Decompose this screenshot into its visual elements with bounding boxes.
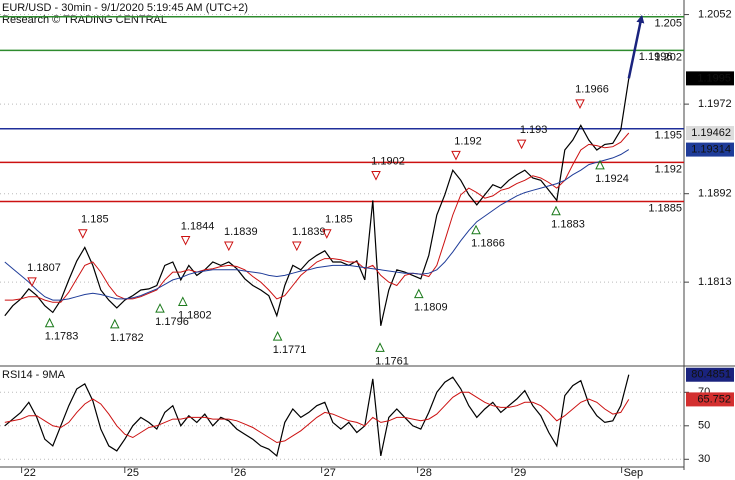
high-label: 1.185 [81,214,109,226]
y-tick-label: 1.1972 [698,98,732,110]
high-label: 1.1839 [224,226,258,238]
x-tick-label: 25 [127,467,139,479]
value-tag-bg [686,367,734,382]
low-marker [471,224,481,235]
chart-title: EUR/USD - 30min - 9/1/2020 5:19:45 AM (U… [2,2,248,14]
series-line [4,78,630,326]
low-marker [44,317,55,328]
value-tag: 1.1995 [697,72,731,84]
level-label: 1.195 [654,130,682,142]
low-label: 1.1782 [110,332,144,344]
low-marker [155,303,165,313]
high-marker [223,241,234,252]
series-line [4,391,630,444]
level-label: 1.205 [654,18,682,30]
value-tag: 80.4851 [691,369,731,381]
high-label: 1.193 [520,124,548,136]
chart-subtitle: Research © TRADING CENTRAL [2,14,167,26]
low-marker [375,342,385,352]
y-tick-label: 1.1892 [698,188,732,200]
high-label: 1.1839 [292,226,326,238]
low-label: 1.1783 [45,331,79,343]
low-marker [177,296,188,306]
y-tick-label: 1.2052 [698,8,732,20]
high-marker [371,171,381,181]
value-tag-bg [686,71,734,86]
high-label: 1.1807 [27,262,61,274]
value-tag: 1.19314 [691,143,731,155]
low-label: 1.1866 [471,238,505,250]
value-tag-bg [686,126,734,141]
level-label: 1.192 [654,163,682,175]
low-marker [551,205,561,216]
low-label: 1.1771 [273,344,307,356]
series-line [4,132,630,303]
high-marker [77,229,88,239]
level-label: 1.202 [654,51,682,63]
high-marker [291,241,302,252]
y-tick-label: 50 [698,420,710,432]
high-marker [27,277,37,287]
x-tick-label: 27 [324,467,336,479]
high-marker [321,229,332,239]
annotation: 1.1996 [639,51,673,63]
low-label: 1.1761 [375,355,409,367]
value-tag: 65.752 [697,393,731,405]
series-line [4,149,630,301]
low-label: 1.1796 [155,316,189,328]
y-tick-label: 30 [698,453,710,465]
level-label: 1.1885 [648,202,682,214]
x-tick-label: 28 [420,467,432,479]
high-label: 1.1844 [181,220,215,232]
low-label: 1.1924 [595,173,629,185]
forecast-arrow [627,14,645,79]
value-tag-bg [686,142,734,157]
low-label: 1.1802 [178,309,212,321]
high-label: 1.192 [454,135,482,147]
low-marker [272,331,283,341]
value-tag-bg [686,392,734,407]
rsi-title: RSI14 - 9MA [2,369,66,381]
high-label: 1.1902 [371,155,405,167]
high-label: 1.1966 [575,84,609,96]
x-tick-label: 26 [234,467,246,479]
low-label: 1.1883 [551,219,585,231]
high-marker [451,150,461,161]
low-marker [109,318,120,329]
x-tick-label: Sep [624,467,644,479]
high-marker [575,99,585,109]
x-tick-label: 22 [24,467,36,479]
low-marker [413,288,424,299]
high-marker [180,235,191,246]
y-tick-label: 1.1813 [698,276,732,288]
x-tick-label: 29 [514,467,526,479]
series-line [4,374,630,457]
high-marker [516,139,527,150]
low-label: 1.1809 [414,302,448,314]
low-marker [595,159,605,170]
value-tag: 1.19462 [691,127,731,139]
high-label: 1.185 [325,214,353,226]
